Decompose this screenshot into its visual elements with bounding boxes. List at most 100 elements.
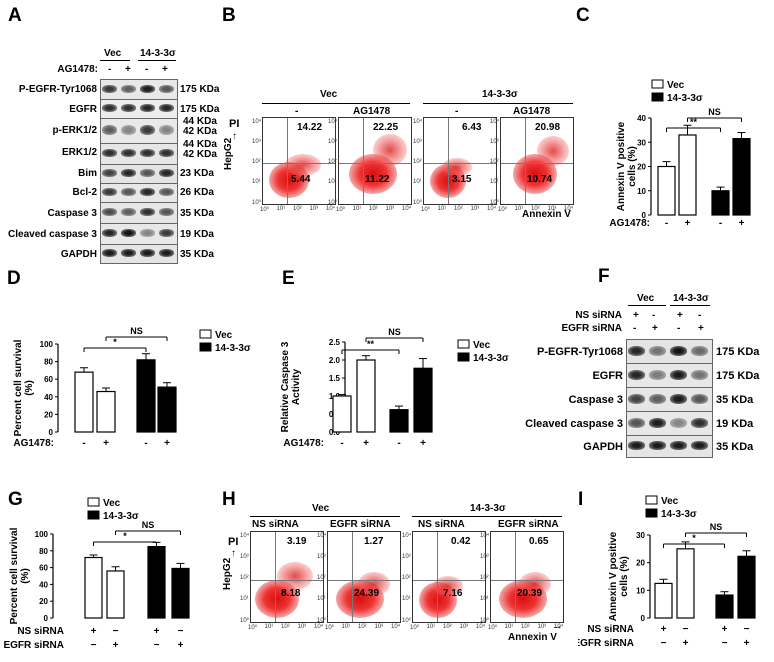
cell-cloud	[433, 576, 463, 596]
blot-band	[121, 229, 136, 237]
y-axis-label: (%)	[20, 568, 31, 584]
blot-band	[159, 249, 174, 257]
treatment-sign: −	[113, 626, 119, 637]
blot-row-label: P-EGFR-Tyr1068	[18, 84, 97, 95]
blot-size: 26 KDa	[180, 187, 214, 198]
panel-letter: C	[576, 5, 590, 26]
blot-band	[102, 188, 117, 196]
blot-size: 19 KDa	[180, 229, 214, 240]
treatment-sign: +	[363, 438, 369, 449]
bar	[737, 555, 756, 619]
gate-line	[352, 532, 353, 622]
panel-a-vec-line	[100, 60, 130, 61]
panel-f-letter: F	[598, 266, 610, 287]
facs-plot: 0.42 7.16	[412, 531, 486, 623]
y-axis-label: cells (%)	[627, 146, 638, 187]
facs-x-tick: 10²	[531, 206, 540, 212]
legend-swatch-sigma	[199, 342, 212, 352]
legend-label-vec: Vec	[103, 498, 121, 509]
lower-right-percent: 20.39	[517, 588, 543, 599]
blot-band	[159, 188, 174, 196]
bar	[96, 390, 116, 433]
facs-plot: 6.43 3.15	[423, 117, 497, 205]
panel-b-group-sigma: 14-3-3σ	[482, 89, 518, 100]
blot-band	[121, 84, 136, 93]
y-axis-label: Annexin V positive	[616, 121, 627, 211]
blot-row-label: Bim	[78, 168, 97, 179]
facs-plot: 1.27 24.39	[327, 531, 401, 623]
sig-label: **	[367, 339, 375, 349]
bar	[413, 367, 433, 433]
bar	[389, 409, 409, 433]
legend-swatch-vec	[87, 497, 100, 507]
y-tick-label: 60	[39, 564, 48, 573]
cell-cloud	[442, 158, 472, 176]
y-tick-label: 2.0	[329, 356, 341, 365]
y-tick-label: 2.5	[329, 338, 341, 347]
facs-plot: 0.65 20.39	[490, 531, 564, 623]
treatment-label: AG1478:	[609, 218, 650, 229]
y-axis-label: Activity	[291, 369, 302, 406]
facs-plot: 3.19 8.18	[250, 531, 324, 623]
gate-line	[363, 118, 364, 204]
blot-row-label: ERK1/2	[61, 147, 97, 158]
blot-band	[159, 149, 174, 157]
bar-chart-c: C Annexin V positive cells (%) 0 10 20 30 40 ** N…	[576, 5, 751, 229]
facs-y-tick: 10⁴	[480, 533, 490, 539]
facs-x-tick: 10²	[521, 624, 530, 630]
y-tick-label: 20	[39, 597, 48, 606]
blot-band	[121, 188, 136, 196]
facs-plot: 20.98 10.74	[500, 117, 574, 205]
blot-band	[628, 369, 645, 380]
facs-y-tick: 10¹	[480, 596, 489, 602]
blot-band	[670, 441, 687, 450]
gate-line	[328, 580, 400, 581]
facs-y-tick: 10⁰	[490, 200, 500, 206]
panel-h-x-axis: Annexin V	[508, 632, 557, 643]
y-tick-label: 1.5	[329, 374, 341, 383]
blot-size: 175 KDa	[716, 370, 760, 382]
bar	[676, 548, 695, 619]
blot-band	[670, 417, 687, 428]
treatment-sign: +	[91, 626, 97, 637]
treatment-label: NS siRNA	[17, 626, 64, 637]
blot-band	[628, 417, 645, 428]
lower-right-percent: 10.74	[527, 174, 553, 185]
blot-band	[140, 125, 155, 135]
lower-right-percent: 8.18	[281, 588, 301, 599]
blot-size: 35 KDa	[716, 441, 754, 453]
legend-label-sigma: 14-3-3σ	[473, 353, 509, 364]
blot-band	[628, 393, 645, 404]
facs-y-tick: 10⁰	[480, 618, 490, 624]
blot-size: 175 KDa	[716, 346, 760, 358]
facs-y-tick: 10⁴	[413, 119, 423, 125]
blot-band	[691, 441, 708, 450]
blot-size-2: 42 KDa	[183, 126, 217, 137]
blot-band	[691, 345, 708, 356]
panel-h-cell-line: HepG2	[222, 557, 233, 590]
blot-band	[121, 149, 136, 157]
facs-y-tick: 10⁰	[402, 618, 412, 624]
gate-line	[287, 118, 288, 204]
blot-band	[121, 208, 136, 216]
y-tick-label: 10	[637, 187, 646, 196]
legend-label-vec: Vec	[667, 80, 685, 91]
cell-cloud	[537, 136, 569, 166]
treatment-sign: -	[144, 438, 147, 449]
facs-x-tick: 10³	[385, 206, 395, 212]
facs-y-tick: 10³	[252, 139, 261, 145]
panel-b-cond: -	[295, 106, 299, 117]
cell-cloud	[373, 134, 407, 166]
facs-x-tick: 10⁰	[325, 625, 335, 631]
treatment-sign: −	[661, 638, 667, 649]
y-tick-label: 30	[636, 531, 645, 540]
facs-x-tick: 10⁴	[564, 206, 574, 212]
facs-y-tick: 10³	[240, 554, 249, 560]
panel-b-y-axis: PI	[229, 118, 240, 130]
gate-line	[515, 532, 516, 622]
upper-right-percent: 22.25	[373, 122, 399, 133]
facs-y-tick: 10⁰	[317, 618, 327, 624]
upper-right-percent: 6.43	[462, 122, 482, 133]
blot-row-label: EGFR	[592, 370, 623, 382]
y-tick-label: 40	[637, 114, 646, 123]
